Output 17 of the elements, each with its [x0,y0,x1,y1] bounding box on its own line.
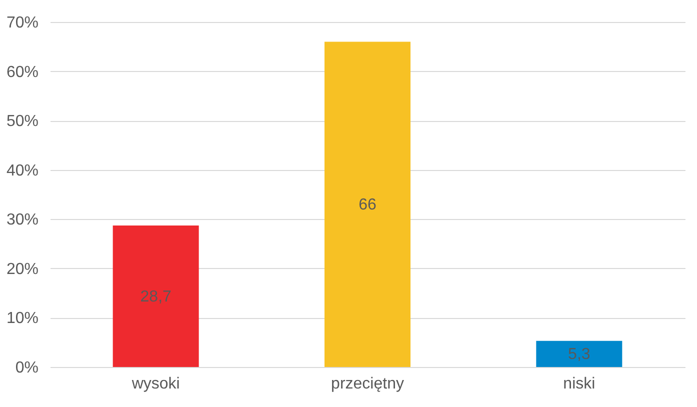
y-tick-label: 50% [6,113,38,130]
x-tick-label: niski [563,376,596,392]
bar [112,226,199,367]
y-tick-label: 20% [6,260,38,278]
data-label: 5,3 [568,346,590,363]
y-tick-label: 70% [6,14,38,32]
x-tick-label: wysoki [130,376,180,392]
y-tick-label: 10% [6,310,38,328]
bar [324,42,410,367]
x-tick-label: przeciętny [331,376,404,392]
y-tick-label: 30% [6,212,38,229]
y-tick-label: 60% [6,64,38,81]
data-label: 28,7 [140,288,172,306]
bar [536,340,622,367]
y-tick-label: 0% [15,360,38,376]
y-tick-label: 40% [6,162,38,180]
data-label: 66 [358,196,376,214]
